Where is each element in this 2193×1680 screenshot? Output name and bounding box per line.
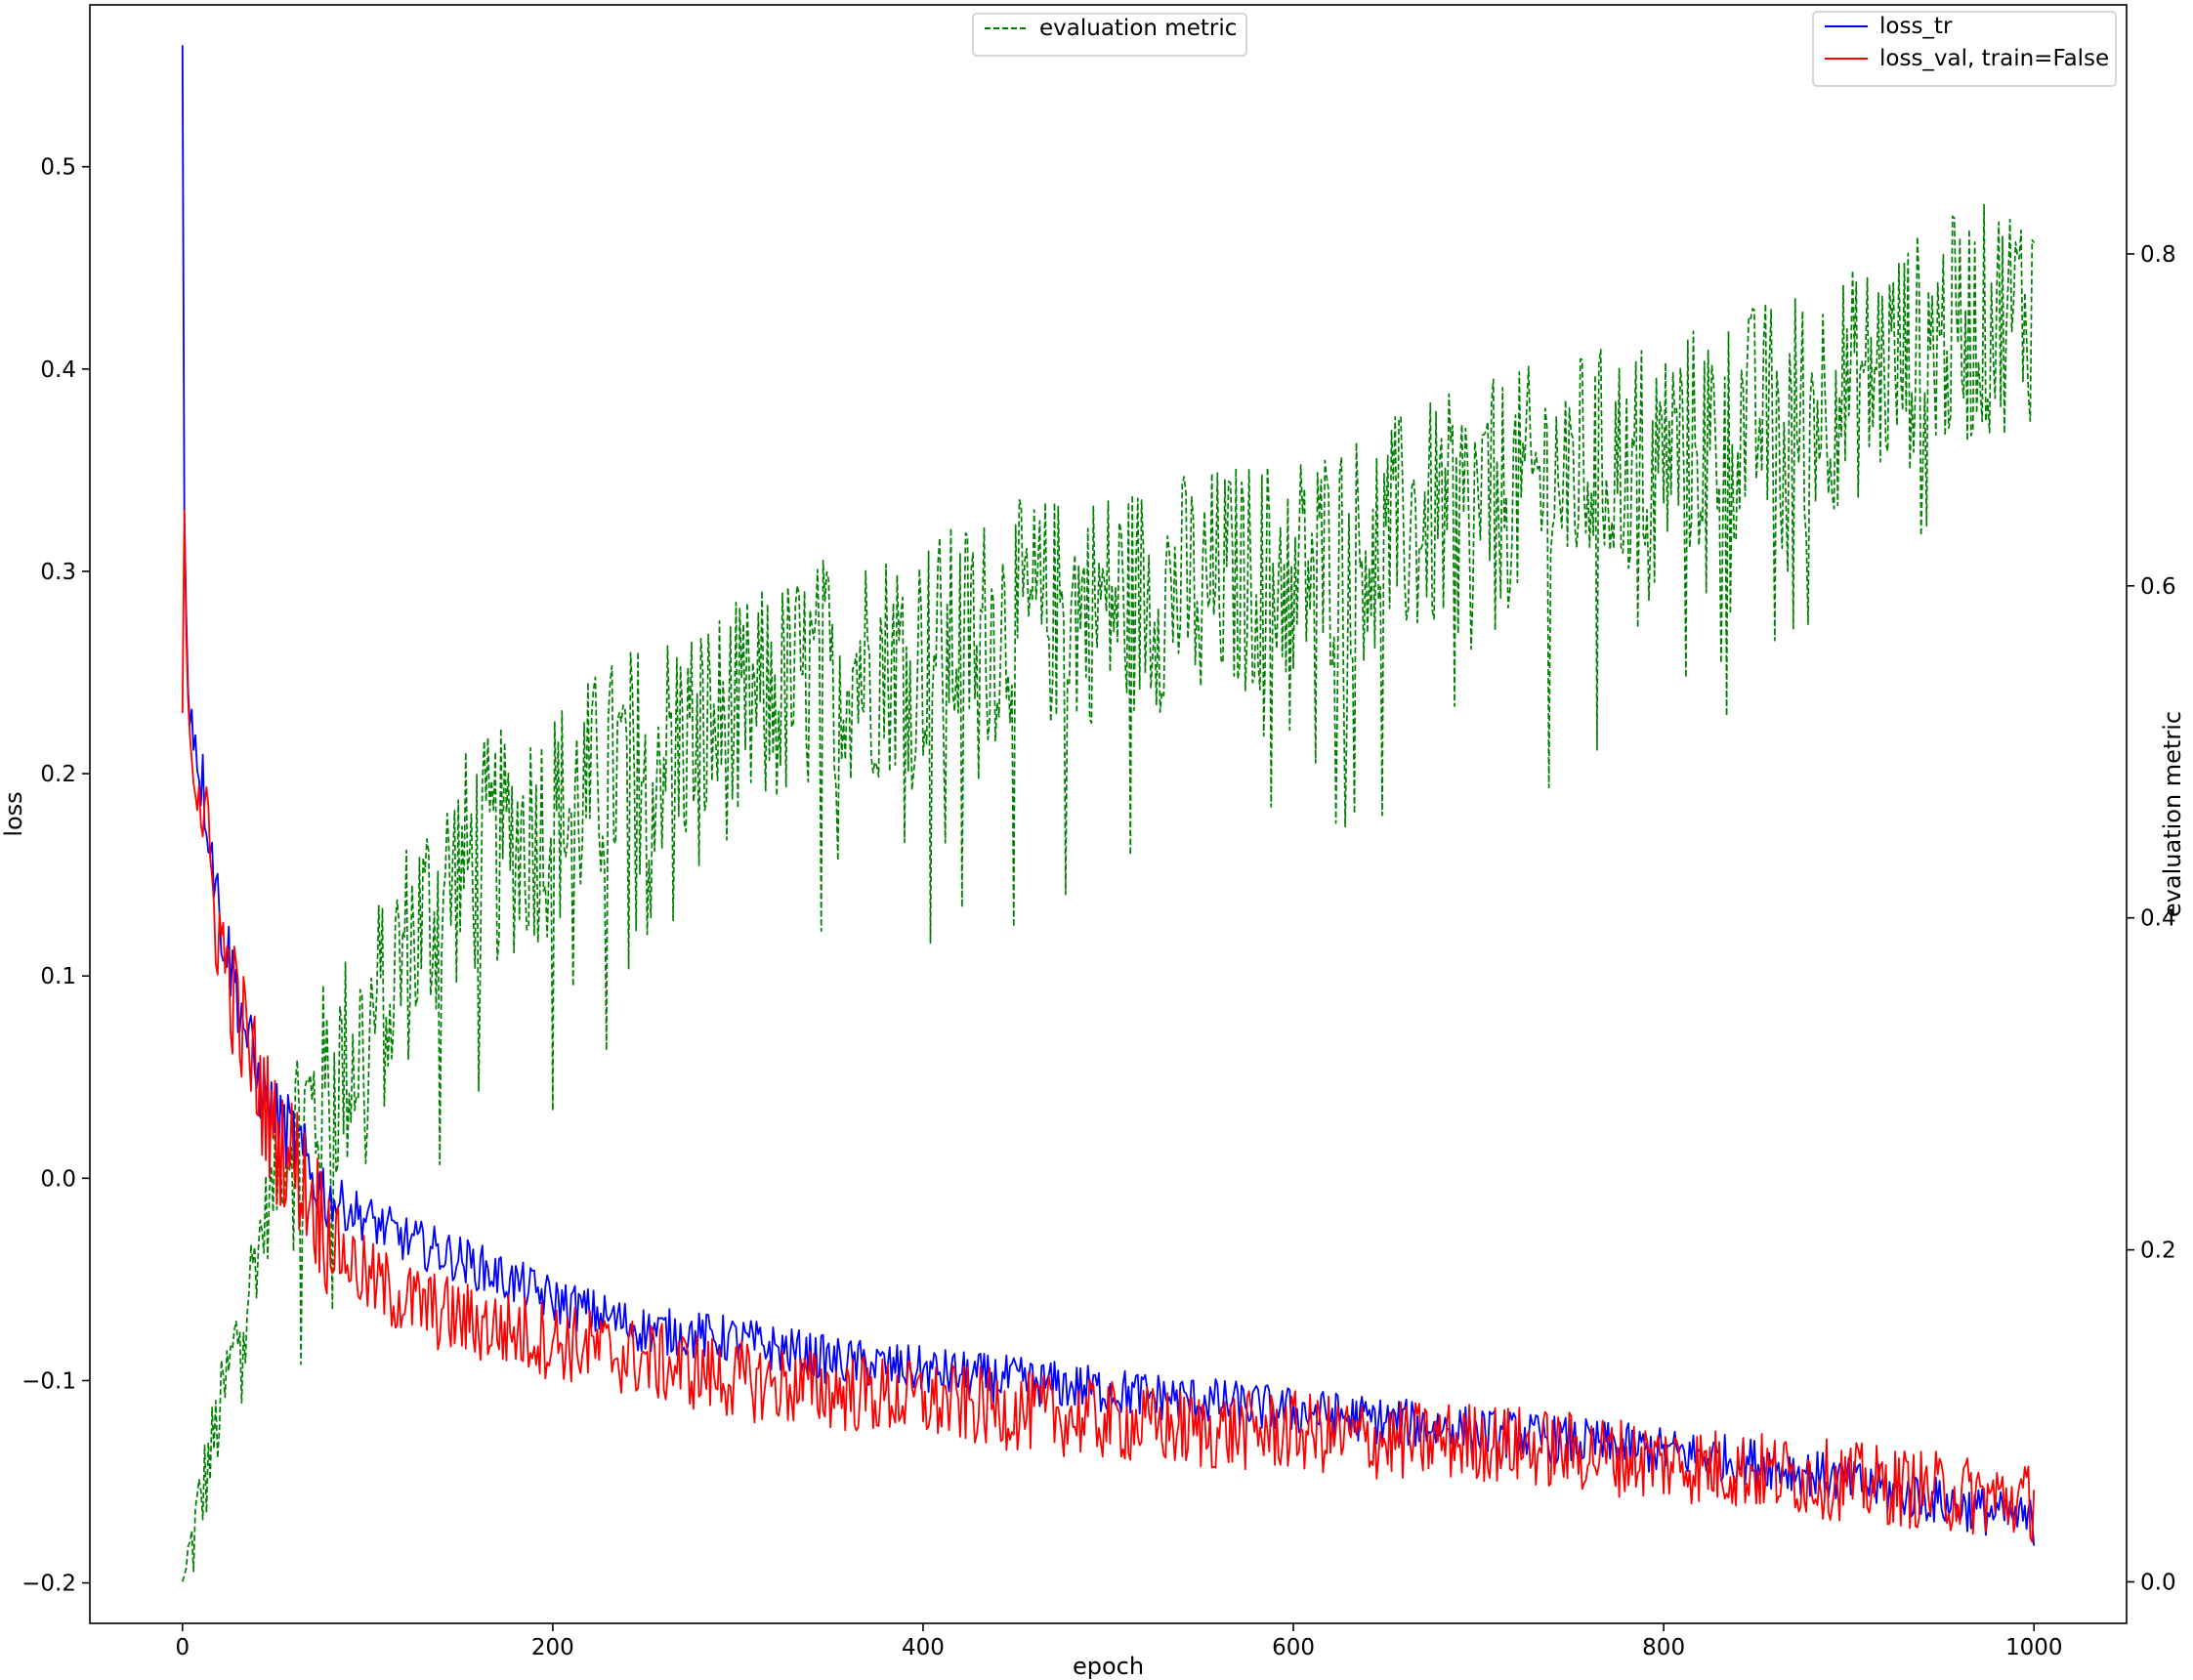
y-tick-label: 0.1 <box>40 964 76 989</box>
y-tick-label: 0.3 <box>40 560 76 585</box>
y-tick-label: 0.0 <box>40 1166 76 1192</box>
y-axis-label: loss <box>0 791 27 836</box>
legend-label-evaluation-metric: evaluation metric <box>1039 16 1237 41</box>
y-tick-label: 0.5 <box>40 155 76 181</box>
y-tick-label: 0.2 <box>40 762 76 787</box>
x-tick-label: 0 <box>175 1635 190 1660</box>
y-tick-label: −0.2 <box>21 1572 76 1597</box>
legend-label-loss-val-train-false: loss_val, train=False <box>1879 46 2109 71</box>
series-line-loss-val-train-false <box>181 509 2036 1543</box>
y2-tick-label: 0.8 <box>2140 242 2176 268</box>
y-tick-label: −0.1 <box>21 1368 76 1394</box>
y2-tick-label: 0.6 <box>2140 574 2176 600</box>
x-tick-label: 200 <box>531 1635 574 1660</box>
x-tick-label: 1000 <box>2005 1635 2063 1660</box>
x-tick-label: 600 <box>1272 1635 1315 1660</box>
loss-legend-box <box>1812 11 2117 87</box>
y2-tick-label: 0.4 <box>2140 906 2176 932</box>
plot-area <box>181 45 2036 1582</box>
legends: evaluation metric loss_tr loss_val, train=… <box>972 11 2117 87</box>
series-line-evaluation-metric <box>181 203 2035 1582</box>
metric-legend-box <box>972 13 1247 57</box>
legend-label-loss-tr: loss_tr <box>1879 14 1953 39</box>
x-tick-label: 800 <box>1642 1635 1685 1660</box>
x-axis-label: epoch <box>1073 1653 1144 1680</box>
axes-frame <box>89 4 2128 1624</box>
axes: 0 200 400 600 800 1000 −0.2 −0.1 0.0 0.1 0.2 0.3 0.4… <box>21 4 2176 1660</box>
x-tick-label: 400 <box>902 1635 945 1660</box>
y2-axis-label: evaluation metric <box>2159 711 2186 917</box>
y-tick-label: 0.4 <box>40 357 76 383</box>
y2-tick-label: 0.2 <box>2140 1239 2176 1264</box>
y2-tick-label: 0.0 <box>2140 1571 2176 1596</box>
